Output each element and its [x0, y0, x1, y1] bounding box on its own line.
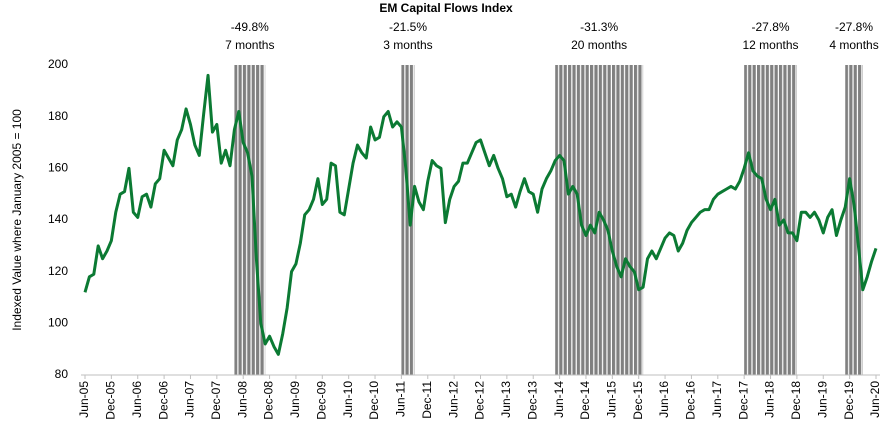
period-duration: 4 months — [829, 38, 878, 52]
period-duration: 12 months — [743, 38, 799, 52]
period-duration: 7 months — [225, 38, 274, 52]
x-tick-label: Dec-06 — [156, 381, 170, 420]
y-tick-label: 80 — [55, 367, 69, 381]
x-tick-label: Dec-09 — [314, 381, 328, 420]
y-tick-label: 100 — [48, 316, 68, 330]
x-tick-label: Jun-05 — [77, 381, 91, 418]
shaded-period — [744, 65, 797, 375]
x-tick-label: Jun-20 — [868, 381, 882, 418]
period-change: -27.8% — [752, 20, 790, 34]
y-tick-label: 160 — [48, 161, 68, 175]
x-tick-label: Jun-16 — [657, 381, 671, 418]
x-tick-label: Jun-17 — [710, 381, 724, 418]
x-tick-label: Jun-13 — [499, 381, 513, 418]
x-tick-label: Jun-19 — [815, 381, 829, 418]
x-tick-label: Dec-05 — [104, 381, 118, 420]
data-line — [83, 73, 878, 356]
x-tick-label: Jun-08 — [235, 381, 249, 418]
x-tick-label: Dec-16 — [684, 381, 698, 420]
x-tick-label: Dec-19 — [842, 381, 856, 420]
period-change: -21.5% — [389, 20, 427, 34]
x-tick-label: Jun-15 — [605, 381, 619, 418]
period-duration: 20 months — [571, 38, 627, 52]
shaded-period — [401, 65, 415, 375]
chart-title: EM Capital Flows Index — [379, 1, 513, 15]
x-tick-label: Jun-07 — [183, 381, 197, 418]
x-tick-label: Jun-10 — [341, 381, 355, 418]
x-tick-label: Dec-10 — [367, 381, 381, 420]
y-tick-label: 120 — [48, 264, 68, 278]
x-tick-label: Jun-12 — [446, 381, 460, 418]
x-tick-label: Dec-14 — [578, 381, 592, 420]
x-tick-label: Jun-11 — [394, 381, 408, 417]
x-tick-label: Jun-14 — [552, 381, 566, 418]
y-tick-label: 200 — [48, 57, 68, 71]
x-tick-label: Dec-11 — [420, 381, 434, 419]
period-change: -31.3% — [580, 20, 618, 34]
x-tick-label: Jun-09 — [288, 381, 302, 418]
period-duration: 3 months — [383, 38, 432, 52]
y-tick-label: 180 — [48, 109, 68, 123]
x-tick-label: Dec-15 — [631, 381, 645, 420]
x-tick-label: Jun-18 — [763, 381, 777, 418]
x-tick-label: Dec-13 — [525, 381, 539, 420]
x-tick-label: Dec-17 — [736, 381, 750, 420]
x-tick-label: Dec-18 — [789, 381, 803, 420]
y-tick-label: 140 — [48, 212, 68, 226]
period-change: -27.8% — [835, 20, 873, 34]
shaded-period — [555, 65, 644, 375]
x-tick-label: Dec-08 — [262, 381, 276, 420]
y-axis-title: Indexed Value where January 2005 = 100 — [10, 109, 24, 331]
x-tick-label: Jun-06 — [130, 381, 144, 418]
shaded-period — [845, 65, 863, 375]
x-tick-label: Dec-07 — [209, 381, 223, 420]
x-tick-label: Dec-12 — [473, 381, 487, 420]
period-change: -49.8% — [231, 20, 269, 34]
